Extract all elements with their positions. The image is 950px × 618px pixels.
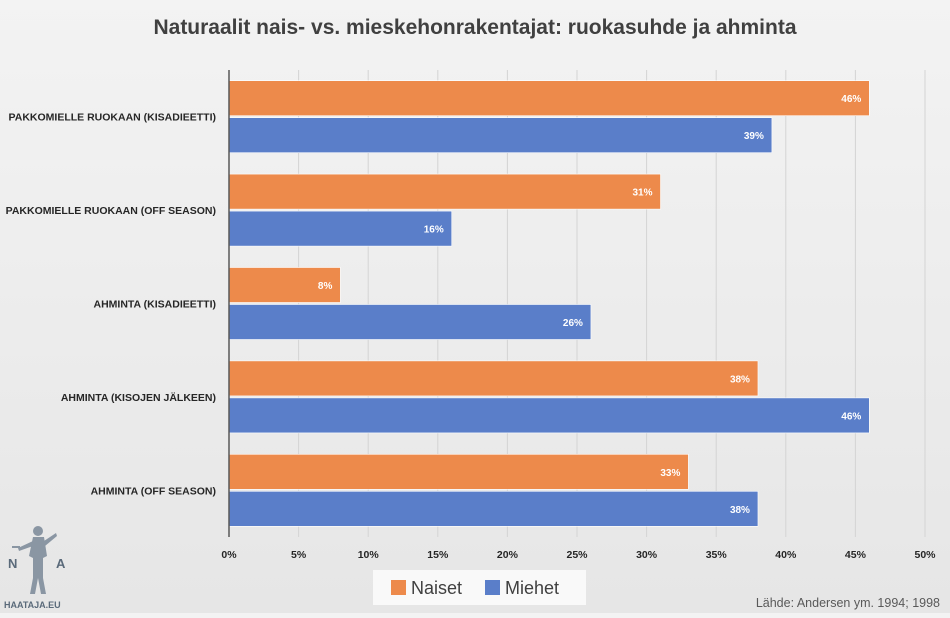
category-label-3: AHMINTA (KISOJEN JÄLKEEN) [61,391,216,404]
bar-naiset-1 [228,173,661,210]
value-label-naiset-3: 38% [730,374,750,385]
bar-miehet-0 [228,117,773,153]
x-tick-label: 15% [427,549,449,561]
category-label-1: PAKKOMIELLE RUOKAAN (OFF SEASON) [6,205,216,217]
value-labels: 46% 39% 31% 16% 8% 26% 38% 46% 33% 38% [318,94,862,516]
bar-naiset-2 [228,267,341,303]
value-label-miehet-3: 46% [841,411,861,422]
x-tick-label: 50% [914,549,936,561]
legend-label-naiset: Naiset [411,578,462,598]
logo-site-text: HAATAJA.EU [4,600,61,610]
logo-letter-left: N [8,556,17,571]
value-label-miehet-4: 38% [730,505,750,516]
bar-naiset-3 [228,360,759,397]
x-tick-label: 35% [706,549,728,561]
legend-label-miehet: Miehet [505,578,559,598]
legend-swatch-naiset [391,580,406,595]
bar-miehet-3 [228,397,870,434]
logo-letter-right: A [56,556,66,571]
legend-background [373,570,586,605]
bar-miehet-4 [228,490,759,527]
x-tick-label: 25% [566,549,588,561]
x-tick-labels: 0% 5% 10% 15% 20% 25% 30% 35% 40% 45% 50% [221,549,936,561]
category-label-2: AHMINTA (KISADIEETTI) [94,299,217,311]
value-label-miehet-1: 16% [424,225,444,236]
bar-naiset-0 [228,80,870,116]
bar-miehet-2 [228,304,592,340]
bar-naiset-4 [228,453,689,490]
value-label-naiset-4: 33% [660,468,680,479]
x-tick-label: 10% [358,549,380,561]
bars [228,80,870,527]
x-tick-label: 30% [636,549,658,561]
source-note: Lähde: Andersen ym. 1994; 1998 [756,596,940,610]
chart-title: Naturaalit nais- vs. mieskehonrakentajat… [153,16,796,39]
x-tick-label: 5% [291,549,307,561]
legend: Naiset Miehet [373,570,586,605]
statue-icon [12,526,57,594]
value-label-naiset-2: 8% [318,281,333,292]
bar-miehet-1 [228,210,453,247]
category-label-4: AHMINTA (OFF SEASON) [91,485,216,497]
x-tick-label: 40% [775,549,797,561]
x-tick-label: 20% [497,549,519,561]
logo: N A HAATAJA.EU [4,526,66,610]
value-label-miehet-0: 39% [744,131,764,142]
legend-swatch-miehet [485,580,500,595]
category-labels: PAKKOMIELLE RUOKAAN (KISADIEETTI) PAKKOMI… [6,112,216,498]
category-label-0: PAKKOMIELLE RUOKAAN (KISADIEETTI) [9,112,216,124]
value-label-naiset-0: 46% [841,94,861,105]
x-tick-label: 45% [845,549,867,561]
value-label-naiset-1: 31% [633,188,653,199]
value-label-miehet-2: 26% [563,318,583,329]
x-tick-label: 0% [221,549,237,561]
